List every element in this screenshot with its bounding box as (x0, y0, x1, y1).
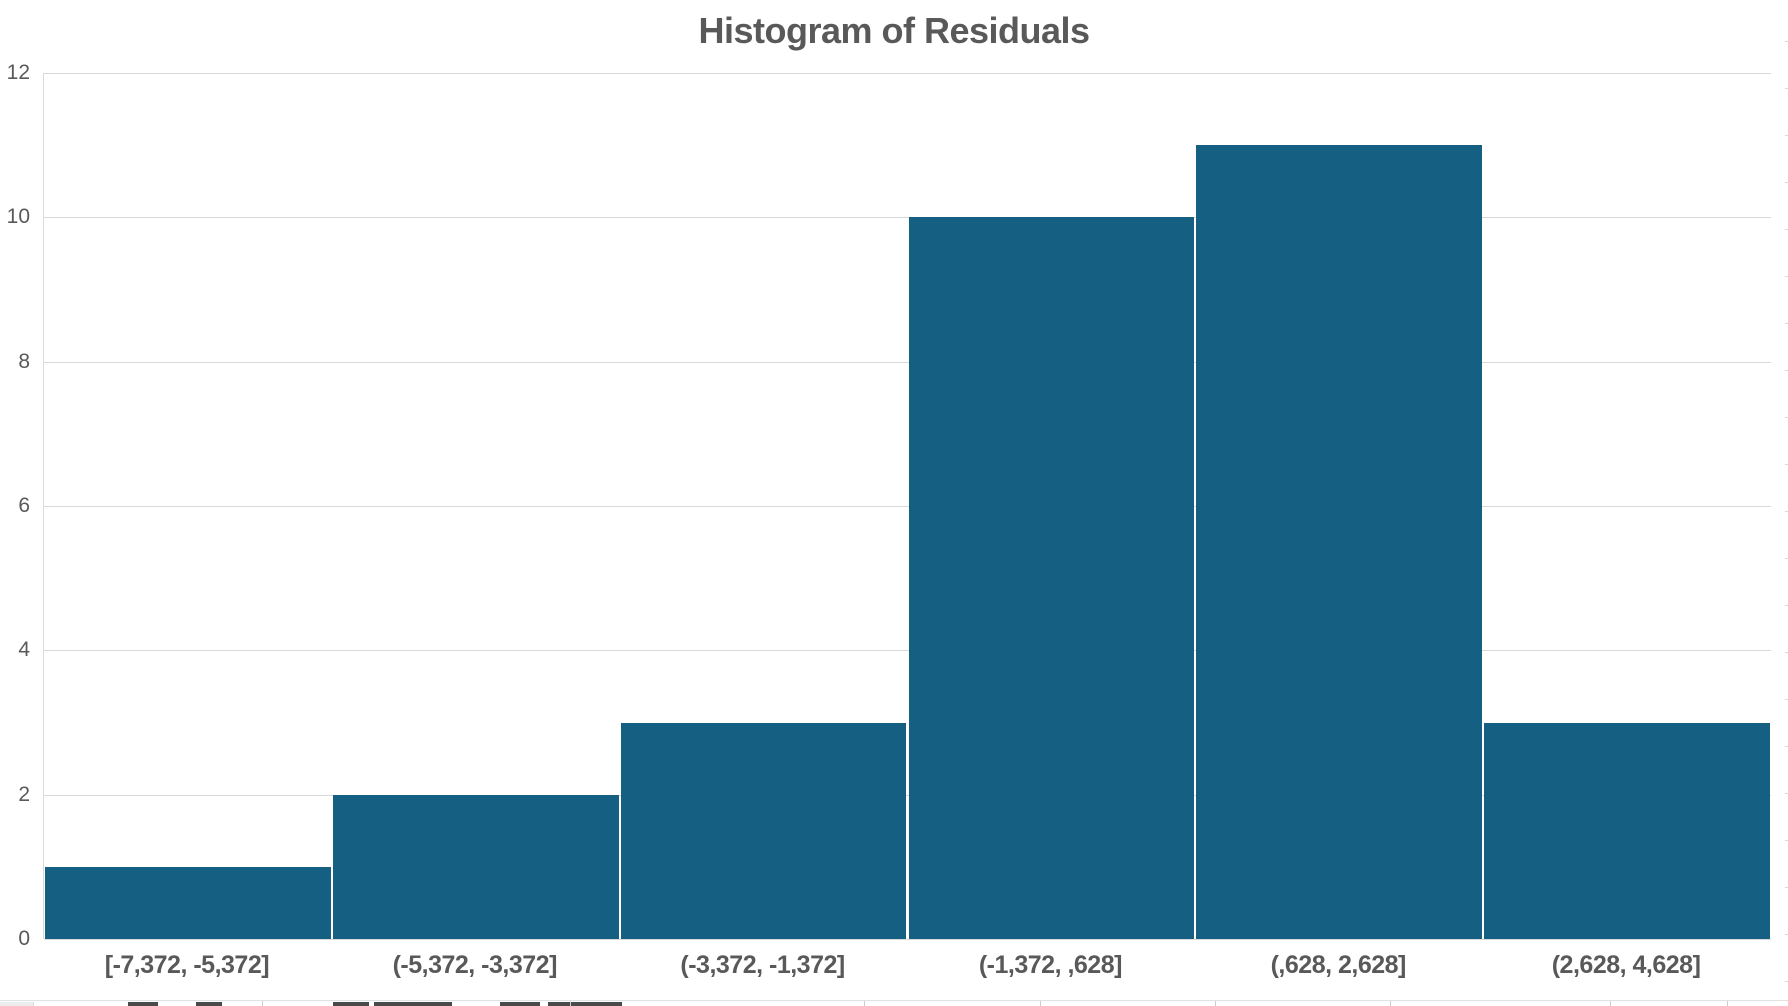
y-tick-label-6: 6 (18, 494, 30, 517)
y-axis: 0 2 4 6 8 10 12 (0, 0, 36, 1006)
plot-area (43, 73, 1771, 940)
y-tick-label-12: 12 (6, 61, 30, 84)
gridline-y-8 (44, 361, 1771, 363)
clipped-gridline-tick-7 (1727, 1001, 1728, 1006)
gridline-y-4 (44, 650, 1771, 652)
x-tick-label-1: (-5,372, -3,372] (392, 951, 558, 979)
clipped-gridline-tick-1 (570, 1001, 571, 1006)
clipped-gridline-tick-0 (262, 1001, 263, 1006)
x-tick-label-0: [-7,372, -5,372] (104, 951, 270, 979)
y-tick-label-8: 8 (18, 349, 30, 373)
y-tick-label-0: 0 (18, 927, 30, 950)
clipped-text-fragment-1 (196, 1002, 222, 1006)
clipped-corner-cell (0, 1002, 34, 1006)
clipped-text-fragment-2 (333, 1002, 369, 1006)
histogram-bar-1 (332, 794, 619, 939)
worksheet-edge-gridlines (1785, 41, 1788, 1000)
x-tick-label-2: (-3,372, -1,372] (680, 951, 845, 979)
clipped-text-fragment-3 (374, 1002, 452, 1006)
x-axis: [-7,372, -5,372] (-5,372, -3,372] (-3,372,… (43, 951, 1770, 991)
gridline-y-12 (44, 73, 1771, 74)
histogram-bar-3 (908, 217, 1195, 939)
clipped-text-fragment-5 (548, 1002, 622, 1006)
clipped-gridline-tick-2 (864, 1001, 865, 1006)
chart-title: Histogram of Residuals (698, 10, 1090, 51)
gridline-y-2 (44, 794, 1771, 796)
histogram-bar-5 (1484, 722, 1770, 939)
histogram-bar-2 (620, 722, 907, 939)
x-tick-label-3: (-1,372, ,628] (978, 951, 1123, 979)
histogram-bar-0 (45, 866, 331, 939)
clipped-gridline-tick-3 (1040, 1001, 1041, 1006)
clipped-row-below-chart (0, 1000, 1788, 1006)
clipped-text-fragment-4 (500, 1002, 540, 1006)
x-tick-label-5: (2,628, 4,628] (1551, 951, 1701, 979)
clipped-text-fragment-0 (128, 1002, 158, 1006)
clipped-gridline-tick-4 (1215, 1001, 1216, 1006)
y-tick-label-4: 4 (18, 638, 30, 662)
gridline-y-0 (44, 939, 1771, 940)
x-tick-label-4: (,628, 2,628] (1270, 951, 1407, 979)
y-tick-label-10: 10 (6, 205, 30, 229)
y-tick-label-2: 2 (18, 782, 30, 806)
gridline-y-10 (44, 217, 1771, 219)
clipped-gridline-tick-6 (1610, 1001, 1611, 1006)
clipped-gridline-tick-5 (1390, 1001, 1391, 1006)
histogram-bar-4 (1196, 145, 1483, 939)
gridline-y-6 (44, 506, 1771, 507)
